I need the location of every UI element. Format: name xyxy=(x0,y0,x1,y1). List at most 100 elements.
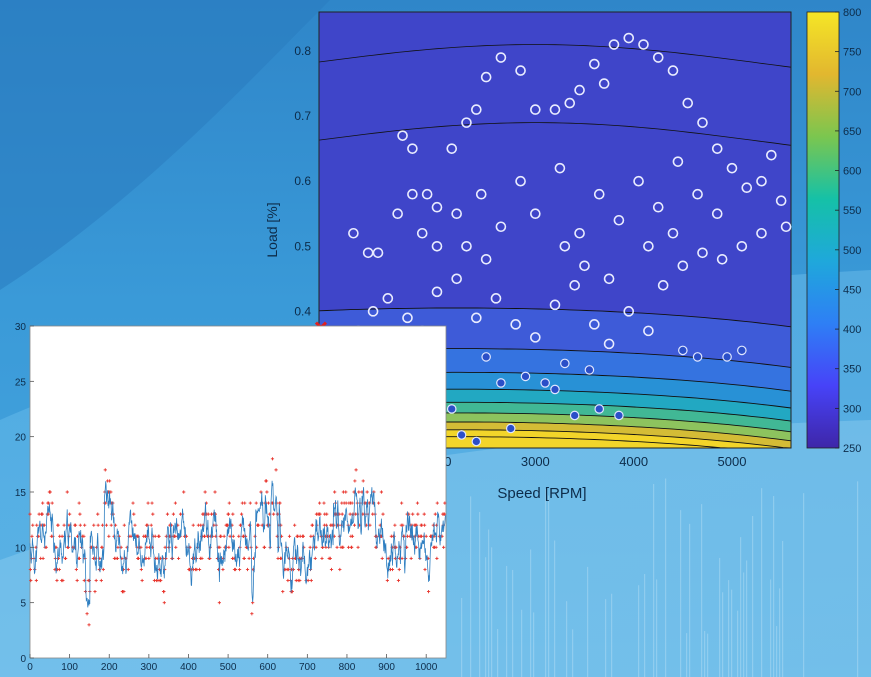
background-bar xyxy=(779,588,781,677)
data-point-red xyxy=(361,479,365,483)
measurement-point-hollow xyxy=(697,117,708,128)
data-point-red xyxy=(73,523,78,527)
data-point-red xyxy=(341,545,345,549)
data-point-red xyxy=(350,545,354,549)
measurement-point-hollow xyxy=(475,188,487,200)
time-series-x-ticks: 0 100 200 300 400 500 600 700 800 900 1000 xyxy=(27,654,438,673)
data-point-red xyxy=(228,534,232,538)
measurement-point-hollow xyxy=(697,247,708,259)
measurement-point-hollow xyxy=(623,306,635,317)
background-bar xyxy=(491,547,493,677)
data-point-red xyxy=(250,612,254,616)
data-point-red xyxy=(77,556,82,560)
measurement-point-hollow xyxy=(362,247,374,259)
data-point-red xyxy=(146,501,150,505)
data-point-red xyxy=(226,523,230,527)
data-point-red xyxy=(31,523,35,527)
data-point-red xyxy=(62,523,66,527)
data-point-red xyxy=(308,545,312,549)
data-point-red xyxy=(153,534,157,538)
y-tick-label: 30 xyxy=(15,322,27,333)
data-point-red xyxy=(99,578,103,583)
measurement-point-hollow xyxy=(780,221,792,233)
data-point-red xyxy=(393,523,397,527)
measurement-point-hollow xyxy=(495,52,507,63)
measurement-point-hollow xyxy=(446,143,458,154)
measurement-point-hollow xyxy=(367,306,379,317)
data-point-red xyxy=(313,556,317,560)
background-bar xyxy=(680,510,682,677)
data-point-red xyxy=(92,523,96,527)
measurement-point-filled xyxy=(496,378,506,388)
series-line-blue xyxy=(29,480,446,608)
x-tick-label: 600 xyxy=(259,662,276,673)
data-point-red xyxy=(162,590,166,594)
data-point-red xyxy=(164,556,168,560)
data-point-red xyxy=(377,501,381,505)
data-point-red xyxy=(420,523,424,527)
background-bar xyxy=(770,579,772,677)
measurement-point-hollow xyxy=(643,325,654,337)
measurement-point-hollow xyxy=(677,260,689,272)
data-point-red xyxy=(104,523,109,527)
data-point-red xyxy=(422,512,426,516)
y-tick-label: 25 xyxy=(15,377,27,388)
data-point-red xyxy=(348,512,352,516)
background-bar xyxy=(521,609,523,677)
data-point-red xyxy=(350,501,354,505)
data-point-red xyxy=(217,601,221,605)
data-point-red xyxy=(115,556,120,560)
background-bar xyxy=(728,580,730,677)
data-point-red xyxy=(75,578,79,583)
data-point-red xyxy=(83,523,87,527)
data-point-red xyxy=(381,512,385,516)
data-point-red xyxy=(318,512,322,516)
data-point-red xyxy=(103,468,107,472)
data-point-red xyxy=(93,590,97,594)
contour-line xyxy=(318,122,792,146)
data-point-red xyxy=(286,578,290,583)
background-swoosh xyxy=(0,0,330,290)
measurement-point-hollow xyxy=(569,280,580,291)
measurement-point-hollow xyxy=(421,188,433,200)
background-bar xyxy=(857,481,859,677)
data-point-red xyxy=(375,534,379,538)
x-tick-label: 5000 xyxy=(718,454,747,469)
colorbar-tick-label: 300 xyxy=(843,403,861,415)
data-point-red xyxy=(77,501,81,505)
measurement-point-hollow xyxy=(657,280,669,291)
data-point-red xyxy=(44,545,48,549)
data-point-red xyxy=(173,501,178,505)
data-point-red xyxy=(257,523,261,527)
data-point-red xyxy=(131,501,135,505)
data-point-red xyxy=(149,523,153,527)
background-bar xyxy=(686,633,688,677)
colorbar-tick-label: 600 xyxy=(843,166,861,178)
data-point-red xyxy=(353,479,357,483)
data-point-red xyxy=(239,512,244,516)
data-point-red xyxy=(262,545,267,549)
data-point-red xyxy=(122,590,126,594)
y-tick-label: 0.7 xyxy=(294,109,311,123)
measurement-point-hollow xyxy=(480,253,492,265)
background-bar xyxy=(737,610,739,677)
data-point-red xyxy=(350,534,355,538)
measurement-point-filled xyxy=(550,384,560,395)
measurement-point-hollow xyxy=(515,175,526,187)
data-point-red xyxy=(64,556,68,560)
measurement-point-hollow xyxy=(613,214,625,226)
data-point-red xyxy=(231,534,235,538)
data-point-red xyxy=(133,523,137,527)
measurement-point-hollow xyxy=(593,188,605,200)
data-point-red xyxy=(443,501,447,505)
data-point-red xyxy=(126,567,130,572)
background-bar xyxy=(533,612,535,677)
data-point-red xyxy=(271,501,275,505)
measurement-point-hollow xyxy=(348,227,359,239)
background-bar xyxy=(611,593,613,677)
data-point-red xyxy=(116,545,120,549)
data-point-red xyxy=(434,545,438,549)
measurement-point-hollow xyxy=(736,240,748,252)
data-point-red xyxy=(320,556,324,560)
x-tick-label: 0 xyxy=(27,662,33,673)
